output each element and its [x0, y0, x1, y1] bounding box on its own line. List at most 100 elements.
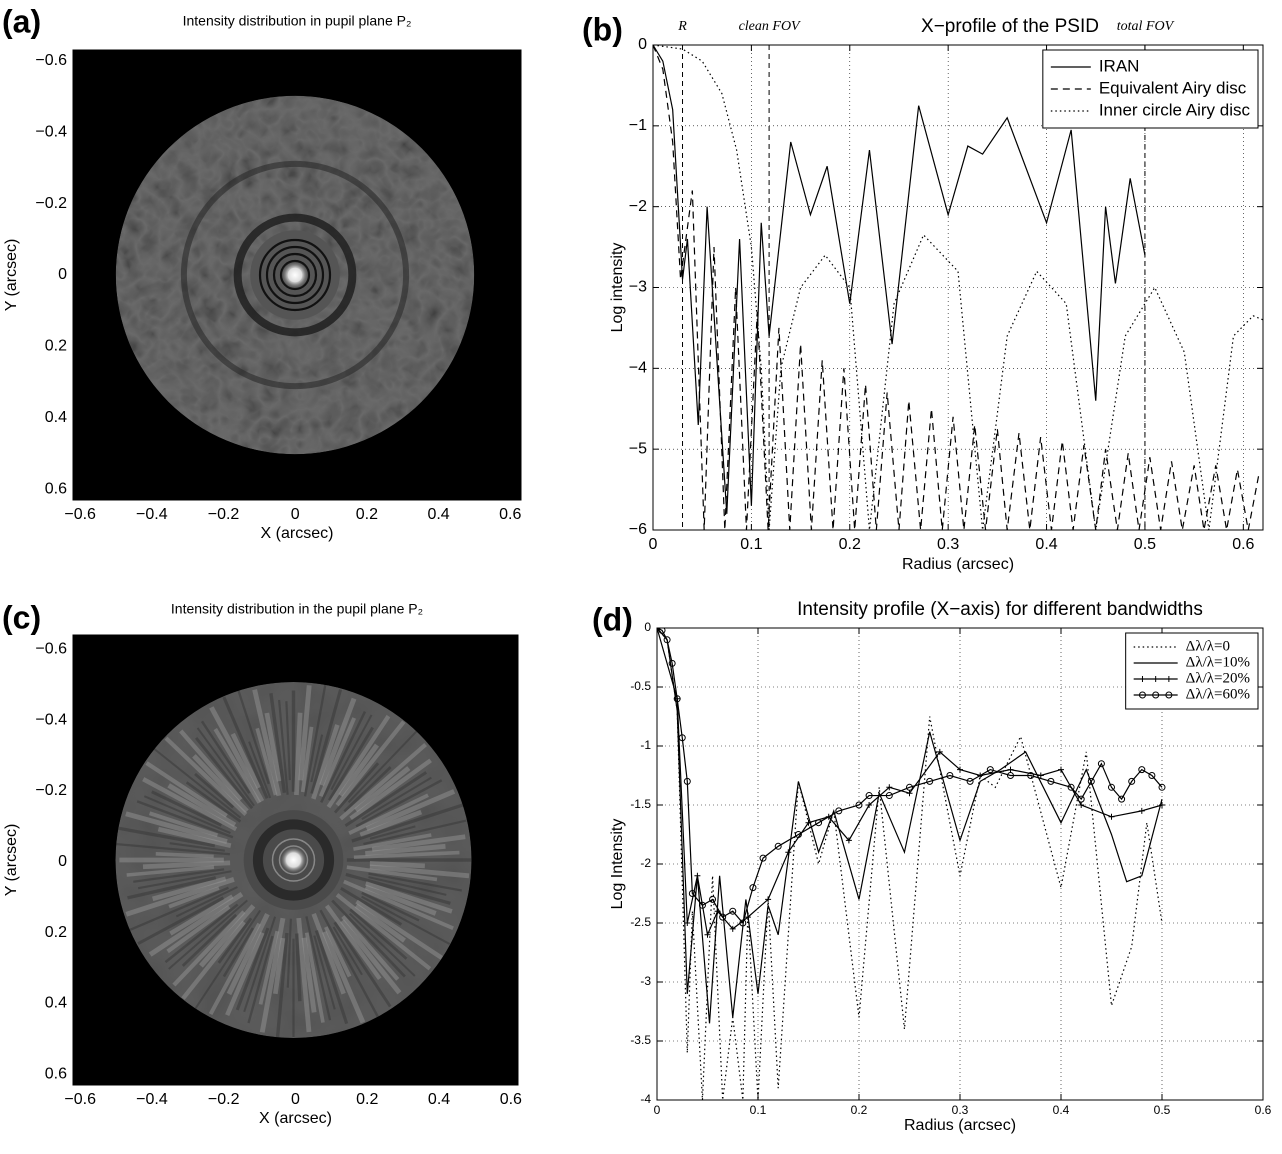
radial-streak [155, 852, 214, 859]
chart-title: X−profile of the PSID [921, 16, 1099, 37]
radial-streak [310, 689, 343, 794]
chart-title: Intensity distribution in the pupil plan… [171, 601, 423, 617]
marker [678, 734, 686, 742]
series-line [657, 628, 1163, 1024]
axes-frame [72, 49, 522, 501]
core-ring [258, 238, 332, 312]
radial-streak [273, 937, 286, 995]
radial-streak [353, 850, 460, 860]
y-axis-label: Y (arcsec) [3, 239, 20, 312]
series-line [657, 628, 1163, 937]
radial-streak [168, 886, 220, 909]
radial-streak [286, 918, 292, 988]
marker [805, 819, 812, 826]
radial-streak [252, 689, 282, 797]
y-tick-label: 0.6 [45, 481, 67, 498]
marker [704, 931, 711, 938]
series-group [657, 628, 1166, 1100]
y-tick-label: −3 [629, 279, 647, 296]
marker [1077, 795, 1085, 803]
marker [1007, 766, 1014, 773]
x-tick-label: 0.2 [839, 536, 861, 553]
marker [1128, 777, 1136, 785]
x-tick-label: 0.3 [937, 536, 959, 553]
marker [835, 807, 843, 815]
radial-streak [340, 919, 402, 995]
radial-streak [365, 843, 446, 856]
radial-streak [351, 803, 464, 843]
x-tick-label: −0.6 [64, 506, 96, 523]
radial-streak [304, 932, 325, 1023]
series-line [657, 628, 1163, 925]
radial-streak [333, 762, 380, 814]
x-tick-label: −0.2 [208, 1091, 240, 1108]
radial-streak [217, 917, 253, 964]
radial-streak [166, 905, 231, 954]
radial-streak [349, 758, 432, 821]
x-tick-label: −0.4 [136, 506, 168, 523]
dark-ring [180, 160, 410, 390]
marker [709, 895, 717, 903]
axes-frame [72, 634, 519, 1086]
x-tick-label: 0.4 [1053, 1103, 1070, 1117]
x-tick-label: 0 [649, 536, 658, 553]
axes-frame [656, 627, 1264, 1101]
radial-streak [349, 908, 408, 960]
y-tick-label: −2 [629, 198, 647, 215]
radial-streak [331, 899, 406, 978]
radial-streak [335, 720, 406, 807]
series-group [653, 45, 1263, 530]
y-tick-label: 0.6 [45, 1066, 67, 1083]
radial-streak [368, 872, 462, 892]
radial-streak [192, 754, 249, 813]
x-tick-label: 0.4 [428, 1091, 450, 1108]
marker [1007, 772, 1014, 779]
radial-streak [248, 741, 272, 799]
x-tick-label: 0 [654, 1103, 661, 1117]
legend-label: Δλ/λ=10% [1186, 654, 1250, 670]
chart-title: Intensity profile (X−axis) for different… [797, 599, 1203, 620]
radial-streak [143, 795, 231, 834]
radial-streak [311, 724, 340, 800]
reference-label: clean FOV [739, 19, 801, 34]
radial-streak [208, 922, 261, 1016]
radial-streak [136, 800, 234, 839]
radial-streak [324, 904, 382, 981]
radial-streak [361, 891, 420, 922]
reference-label: total FOV [1117, 19, 1175, 34]
y-tick-label: −0.4 [35, 711, 67, 728]
y-axis-label: Y (arcsec) [3, 824, 20, 897]
marker [815, 819, 823, 827]
y-tick-label: −4 [629, 360, 647, 377]
radial-streak [222, 927, 254, 978]
marker [1037, 772, 1044, 779]
legend-label: Δλ/λ=0 [1186, 638, 1230, 654]
radial-streak [333, 921, 392, 1008]
marker [1159, 802, 1165, 808]
radial-streak [371, 834, 466, 852]
radial-streak [365, 789, 456, 832]
radial-streak [345, 872, 451, 905]
x-tick-label: 0.1 [740, 536, 762, 553]
radial-streak [303, 684, 327, 797]
radial-streak [354, 903, 406, 943]
marker [865, 792, 873, 800]
radial-streak [247, 935, 274, 1024]
radial-streak [275, 932, 289, 1038]
y-tick-label: −5 [629, 440, 647, 457]
radial-streak [169, 894, 234, 936]
chart-title: Intensity distribution in pupil plane P₂ [183, 13, 412, 29]
marker [739, 919, 747, 927]
radial-streak [347, 730, 418, 804]
y-tick-label: −0.2 [35, 782, 67, 799]
radial-streak [363, 819, 467, 846]
radial-streak [179, 729, 243, 802]
y-tick-label: −1 [629, 117, 647, 134]
radial-streak [355, 899, 444, 960]
legend-marker [1165, 691, 1173, 699]
radial-streak [365, 881, 453, 914]
radial-streak [295, 933, 302, 1002]
marker [1078, 802, 1085, 808]
radial-streak [285, 701, 292, 781]
radial-streak [332, 926, 363, 976]
